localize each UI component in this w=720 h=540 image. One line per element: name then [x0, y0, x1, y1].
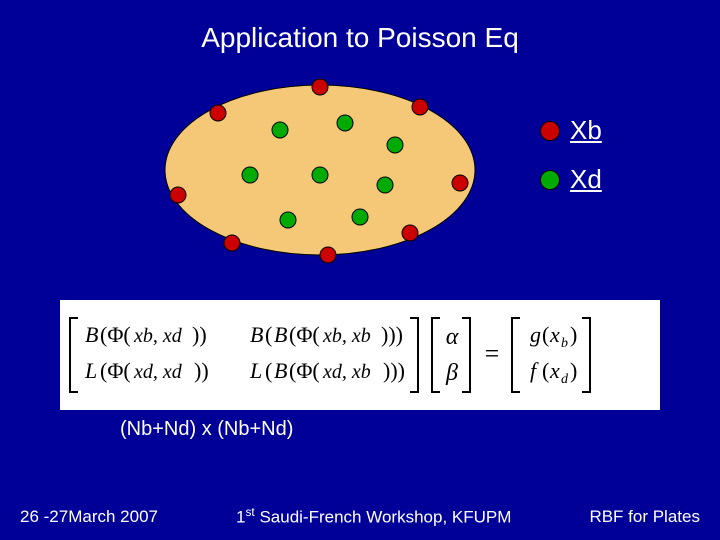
math-text: g [530, 322, 541, 347]
footer-workshop-text: Saudi-French Workshop, KFUPM [255, 508, 512, 527]
footer-date: 26 -27March 2007 [20, 507, 158, 527]
math-text: b [561, 336, 568, 351]
boundary-point [210, 105, 226, 121]
boundary-point [320, 247, 336, 263]
boundary-point [452, 175, 468, 191]
left-bracket-icon [512, 318, 520, 392]
matrix-size-annotation: (Nb+Nd) x (Nb+Nd) [120, 418, 293, 441]
math-text: L [249, 358, 262, 383]
left-bracket-icon [432, 318, 440, 392]
domain-point [312, 167, 328, 183]
math-text: x [549, 322, 560, 347]
math-text: f [530, 358, 539, 383]
equals-sign: = [485, 339, 500, 368]
domain-point [272, 122, 288, 138]
legend-item: Xb [540, 115, 602, 146]
diagram-svg [160, 75, 480, 265]
point-diagram [160, 75, 480, 265]
left-bracket-icon [70, 318, 78, 392]
math-text: B [250, 322, 263, 347]
slide-title: Application to Poisson Eq [150, 22, 570, 54]
math-text: xd, xb [322, 361, 371, 383]
math-text: )) [194, 358, 209, 383]
domain-point [242, 167, 258, 183]
math-text: B [274, 358, 287, 383]
math-text: d [561, 372, 569, 387]
legend: Xb Xd [540, 115, 602, 213]
domain-point [337, 115, 353, 131]
right-bracket-icon [462, 318, 470, 392]
legend-label: Xb [570, 115, 602, 146]
footer: 26 -27March 2007 1st Saudi-French Worksh… [0, 505, 720, 528]
math-text: ( [265, 358, 272, 383]
domain-point [352, 209, 368, 225]
footer-ord-suffix: st [245, 505, 254, 519]
math-text: ))) [383, 358, 405, 383]
boundary-point [312, 79, 328, 95]
math-text: ))) [381, 322, 403, 347]
boundary-point [170, 187, 186, 203]
math-text: )) [192, 322, 207, 347]
math-text: ( [542, 358, 549, 383]
math-text: (Φ( [100, 358, 131, 383]
legend-label: Xd [570, 164, 602, 195]
math-text: ( [542, 322, 549, 347]
vec-beta: β [445, 360, 458, 386]
domain-point [387, 137, 403, 153]
math-text: xd, xd [133, 361, 183, 383]
math-text: ( [265, 322, 272, 347]
math-text: xb, xb [322, 325, 371, 347]
formula-svg: B(Φ(xb, xd))L(Φ(xd, xd))B(B(Φ(xb, xb)))L… [60, 300, 660, 410]
right-bracket-icon [410, 318, 418, 392]
math-text: ) [570, 322, 577, 347]
slide: Application to Poisson Eq XbXd B(Φ(xb, x… [0, 0, 720, 540]
legend-dot-icon [540, 121, 560, 141]
legend-dot-icon [540, 170, 560, 190]
domain-point [377, 177, 393, 193]
domain-point [280, 212, 296, 228]
right-bracket-icon [582, 318, 590, 392]
boundary-point [412, 99, 428, 115]
math-text: B [274, 322, 287, 347]
footer-workshop: 1st Saudi-French Workshop, KFUPM [236, 505, 511, 528]
boundary-point [402, 225, 418, 241]
legend-item: Xd [540, 164, 602, 195]
math-text: L [84, 358, 97, 383]
math-text: x [549, 358, 560, 383]
math-text: (Φ( [100, 322, 131, 347]
footer-topic: RBF for Plates [589, 507, 700, 527]
vec-alpha: α [446, 324, 459, 350]
math-text: ) [570, 358, 577, 383]
boundary-point [224, 235, 240, 251]
math-text: (Φ( [289, 322, 320, 347]
math-text: xb, xd [133, 325, 183, 347]
math-text: B [85, 322, 98, 347]
formula-box: B(Φ(xb, xd))L(Φ(xd, xd))B(B(Φ(xb, xb)))L… [60, 300, 660, 410]
math-text: (Φ( [289, 358, 320, 383]
